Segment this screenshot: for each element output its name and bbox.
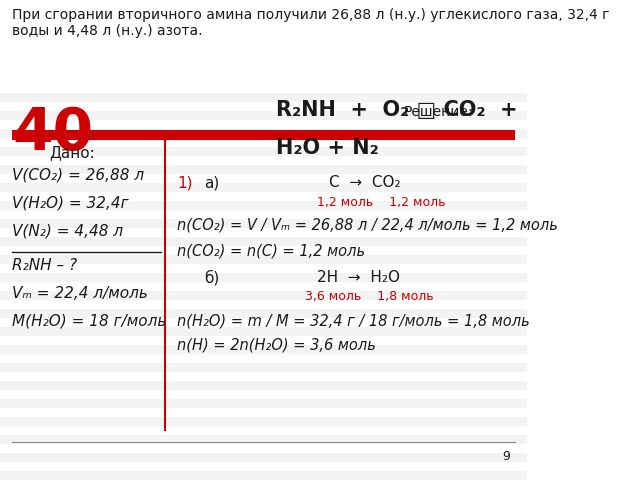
- Bar: [0, 21, 527, 30]
- Text: R₂NH – ?: R₂NH – ?: [12, 258, 77, 273]
- Bar: [0, 0, 527, 90]
- Text: б): б): [204, 270, 220, 286]
- Text: 9: 9: [502, 450, 511, 463]
- Bar: [0, 255, 527, 264]
- Bar: [0, 273, 527, 282]
- Text: n(CO₂) = n(C) = 1,2 моль: n(CO₂) = n(C) = 1,2 моль: [177, 243, 365, 258]
- Bar: [0, 3, 527, 12]
- Text: 2H  →  H₂O: 2H → H₂O: [317, 270, 400, 285]
- Text: n(CO₂) = V / Vₘ = 26,88 л / 22,4 л/моль = 1,2 моль: n(CO₂) = V / Vₘ = 26,88 л / 22,4 л/моль …: [177, 218, 558, 233]
- Bar: [0, 219, 527, 228]
- Bar: [0, 237, 527, 246]
- Text: V(N₂) = 4,48 л: V(N₂) = 4,48 л: [12, 224, 124, 239]
- Text: Дано:: Дано:: [49, 145, 95, 160]
- Bar: [0, 183, 527, 192]
- Text: 1): 1): [177, 175, 193, 190]
- Bar: [0, 129, 527, 138]
- Bar: [0, 291, 527, 300]
- Text: 40: 40: [12, 105, 93, 162]
- Bar: [0, 75, 527, 84]
- Bar: [0, 345, 527, 354]
- Text: а): а): [204, 175, 220, 190]
- Bar: [0, 165, 527, 174]
- Bar: [0, 363, 527, 372]
- Bar: [0, 39, 527, 48]
- Bar: [0, 147, 527, 156]
- Bar: [0, 93, 527, 102]
- Bar: [0, 399, 527, 408]
- Text: V(H₂O) = 32,4г: V(H₂O) = 32,4г: [12, 196, 129, 211]
- Text: При сгорании вторичного амина получили 26,88 л (н.у.) углекислого газа, 32,4 г
в: При сгорании вторичного амина получили 2…: [12, 8, 610, 38]
- Text: n(H) = 2n(H₂O) = 3,6 моль: n(H) = 2n(H₂O) = 3,6 моль: [177, 337, 376, 352]
- Text: Vₘ = 22,4 л/моль: Vₘ = 22,4 л/моль: [12, 286, 148, 301]
- Bar: [0, 327, 527, 336]
- Bar: [0, 381, 527, 390]
- Bar: [0, 471, 527, 480]
- Text: C  →  CO₂: C → CO₂: [330, 175, 401, 190]
- Text: V(CO₂) = 26,88 л: V(CO₂) = 26,88 л: [12, 168, 145, 183]
- Text: 3,6 моль    1,8 моль: 3,6 моль 1,8 моль: [305, 290, 433, 303]
- Text: M(H₂O) = 18 г/моль: M(H₂O) = 18 г/моль: [12, 314, 167, 329]
- Bar: [0, 111, 527, 120]
- Text: 1,2 моль    1,2 моль: 1,2 моль 1,2 моль: [317, 196, 445, 209]
- Bar: [0, 201, 527, 210]
- Text: H₂O + N₂: H₂O + N₂: [276, 138, 378, 158]
- Bar: [0, 417, 527, 426]
- Bar: [0, 57, 527, 66]
- Bar: [12, 130, 515, 140]
- Text: n(H₂O) = m / M = 32,4 г / 18 г/моль = 1,8 моль: n(H₂O) = m / M = 32,4 г / 18 г/моль = 1,…: [177, 313, 530, 328]
- Text: Решение:: Решение:: [403, 105, 473, 119]
- Bar: [0, 435, 527, 444]
- Bar: [0, 309, 527, 318]
- Bar: [0, 453, 527, 462]
- Text: R₂NH  +  O₂ □ CO₂  +: R₂NH + O₂ □ CO₂ +: [276, 100, 517, 120]
